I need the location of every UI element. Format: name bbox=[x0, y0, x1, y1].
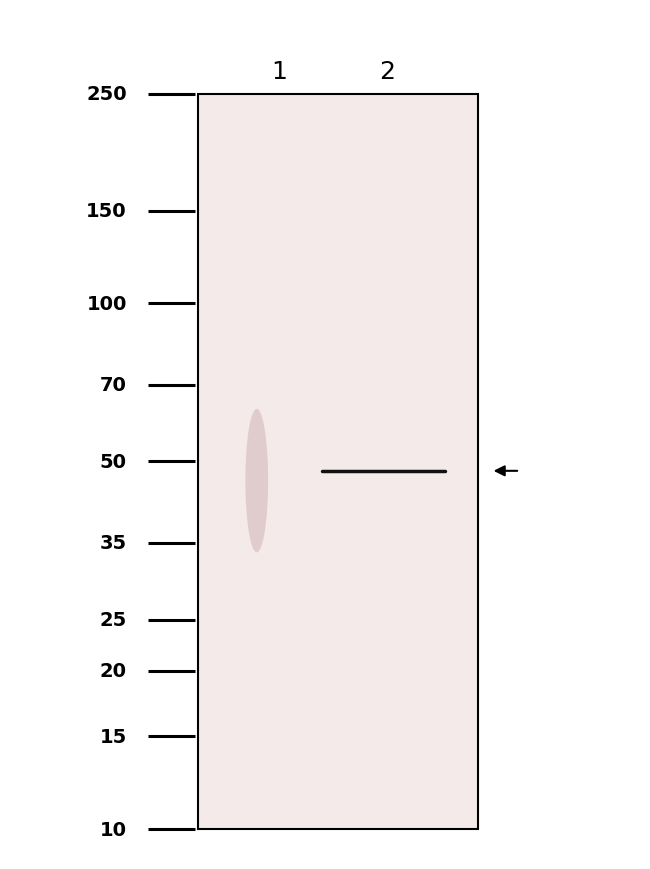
Text: 15: 15 bbox=[99, 727, 127, 746]
Text: 1: 1 bbox=[272, 60, 287, 84]
Ellipse shape bbox=[246, 409, 268, 553]
Text: 50: 50 bbox=[99, 453, 127, 472]
Text: 2: 2 bbox=[379, 60, 395, 84]
Text: 20: 20 bbox=[99, 661, 127, 680]
Text: 10: 10 bbox=[99, 819, 127, 839]
Text: 25: 25 bbox=[99, 611, 127, 629]
Text: 150: 150 bbox=[86, 202, 127, 221]
Bar bbox=[198, 95, 478, 829]
Text: 100: 100 bbox=[86, 295, 127, 314]
Text: 250: 250 bbox=[86, 85, 127, 104]
Text: 70: 70 bbox=[100, 375, 127, 395]
Text: 35: 35 bbox=[99, 534, 127, 553]
